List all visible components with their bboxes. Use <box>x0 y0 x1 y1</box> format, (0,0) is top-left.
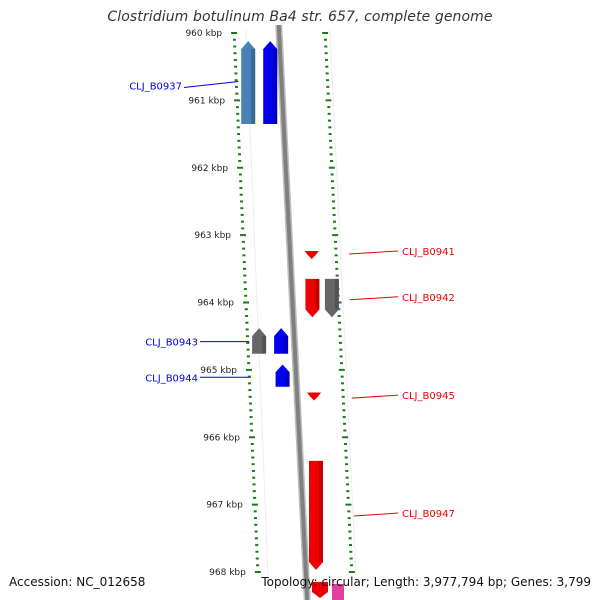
genome-summary-text: Topology: circular; Length: 3,977,794 bp… <box>261 575 591 589</box>
gene-shade <box>315 278 320 310</box>
genome-backbone <box>276 24 310 600</box>
gene-shade <box>273 49 278 124</box>
label-leader <box>349 250 399 255</box>
gene-label: CLJ_B0945 <box>402 391 455 402</box>
scale-label: 962 kbp <box>191 164 228 174</box>
scale-label: 960 kbp <box>185 29 222 39</box>
scale-label: 963 kbp <box>194 231 231 241</box>
scale-label: 968 kbp <box>209 568 246 578</box>
label-leader <box>183 81 239 89</box>
gene-label: CLJ_B0943 <box>145 338 198 349</box>
gene-shade <box>319 460 324 562</box>
scale-label: 965 kbp <box>200 366 237 376</box>
scale-ticks-layer: 960 kbp 961 kbp 962 kbp 963 kbp 964 kbp 965 k… <box>185 29 246 578</box>
gene-shade <box>251 49 256 124</box>
label-leader <box>353 512 399 517</box>
reverse-gene <box>324 278 339 318</box>
gene-label: CLJ_B0942 <box>402 293 455 304</box>
forward-gene <box>274 328 289 354</box>
reverse-gene <box>312 582 328 598</box>
reverse-gene <box>309 460 324 570</box>
scale-label: 964 kbp <box>197 299 234 309</box>
reverse-gene <box>304 251 319 260</box>
lane-guide <box>329 29 357 576</box>
map-title: Clostridium botulinum Ba4 str. 657, comp… <box>107 9 493 25</box>
reverse-gene <box>305 278 320 318</box>
gene-label: CLJ_B0937 <box>129 82 182 93</box>
gene-shade <box>285 372 290 387</box>
scale-label: 967 kbp <box>206 501 243 511</box>
label-leader <box>351 394 399 399</box>
gene-shade <box>262 336 267 354</box>
gene-labels-layer: CLJ_B0937 CLJ_B0943 CLJ_B0944 CLJ_B0941 CLJ_… <box>129 81 455 520</box>
gene-label: CLJ_B0947 <box>402 509 455 520</box>
scale-label: 961 kbp <box>188 96 225 106</box>
accession-text: Accession: NC_012658 <box>9 575 146 589</box>
minor-ticks-layer <box>231 32 355 573</box>
forward-gene <box>275 364 290 387</box>
pink-gene <box>332 584 344 600</box>
gene-shade <box>334 278 339 310</box>
scale-label: 966 kbp <box>203 433 240 443</box>
gene-label: CLJ_B0941 <box>402 247 455 258</box>
gene-label: CLJ_B0944 <box>145 373 198 384</box>
gene-shade <box>284 336 289 354</box>
forward-gene <box>241 41 256 124</box>
genes-layer <box>241 41 344 600</box>
label-leader <box>349 296 399 301</box>
forward-gene <box>263 41 278 124</box>
forward-gene <box>252 328 267 354</box>
reverse-gene <box>307 392 322 401</box>
backbone-layer <box>245 24 357 600</box>
